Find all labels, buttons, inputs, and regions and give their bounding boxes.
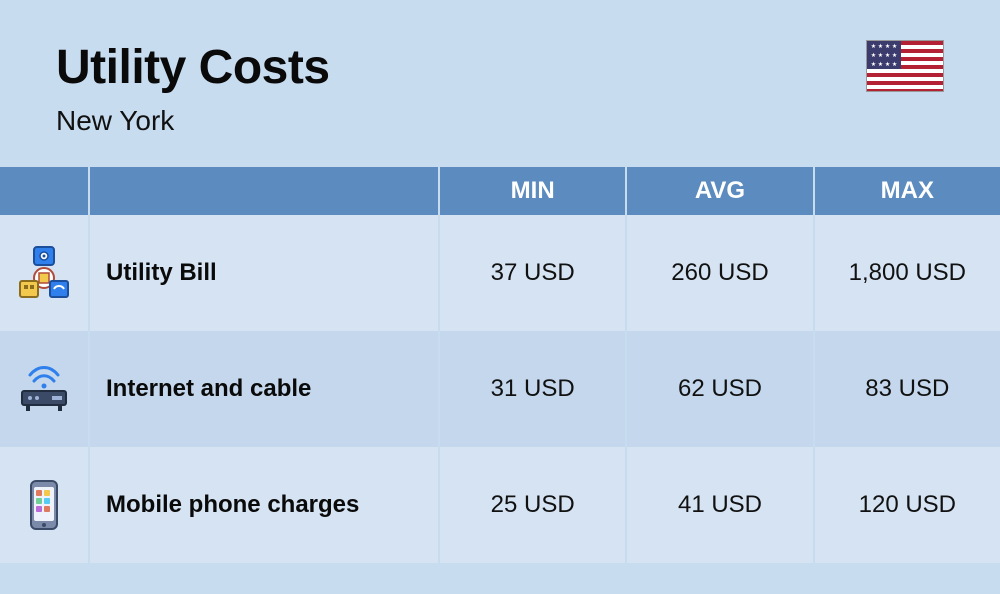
utility-meter-icon <box>16 245 72 301</box>
table-row: Mobile phone charges 25 USD 41 USD 120 U… <box>0 447 1000 563</box>
table-header-row: MIN AVG MAX <box>0 167 1000 215</box>
row-avg: 41 USD <box>627 447 814 563</box>
row-max: 120 USD <box>815 447 1000 563</box>
smartphone-icon <box>16 477 72 533</box>
row-icon-cell <box>0 331 90 447</box>
table-header-min: MIN <box>440 167 627 215</box>
table-header-max: MAX <box>815 167 1000 215</box>
table-header-avg: AVG <box>627 167 814 215</box>
row-max: 1,800 USD <box>815 215 1000 331</box>
row-label: Mobile phone charges <box>90 447 440 563</box>
row-icon-cell <box>0 447 90 563</box>
table-row: Utility Bill 37 USD 260 USD 1,800 USD <box>0 215 1000 331</box>
row-min: 25 USD <box>440 447 627 563</box>
header: Utility Costs New York <box>0 0 1000 167</box>
table-header-blank-label <box>90 167 440 215</box>
us-flag-icon <box>866 40 944 92</box>
row-min: 37 USD <box>440 215 627 331</box>
router-icon <box>16 361 72 417</box>
page-title: Utility Costs <box>56 40 330 95</box>
table-row: Internet and cable 31 USD 62 USD 83 USD <box>0 331 1000 447</box>
row-max: 83 USD <box>815 331 1000 447</box>
page-subtitle: New York <box>56 105 330 137</box>
row-label: Utility Bill <box>90 215 440 331</box>
row-avg: 62 USD <box>627 331 814 447</box>
row-avg: 260 USD <box>627 215 814 331</box>
row-label: Internet and cable <box>90 331 440 447</box>
row-min: 31 USD <box>440 331 627 447</box>
cost-table: MIN AVG MAX Utility Bill <box>0 167 1000 563</box>
table-header-blank-icon <box>0 167 90 215</box>
row-icon-cell <box>0 215 90 331</box>
title-block: Utility Costs New York <box>56 40 330 137</box>
